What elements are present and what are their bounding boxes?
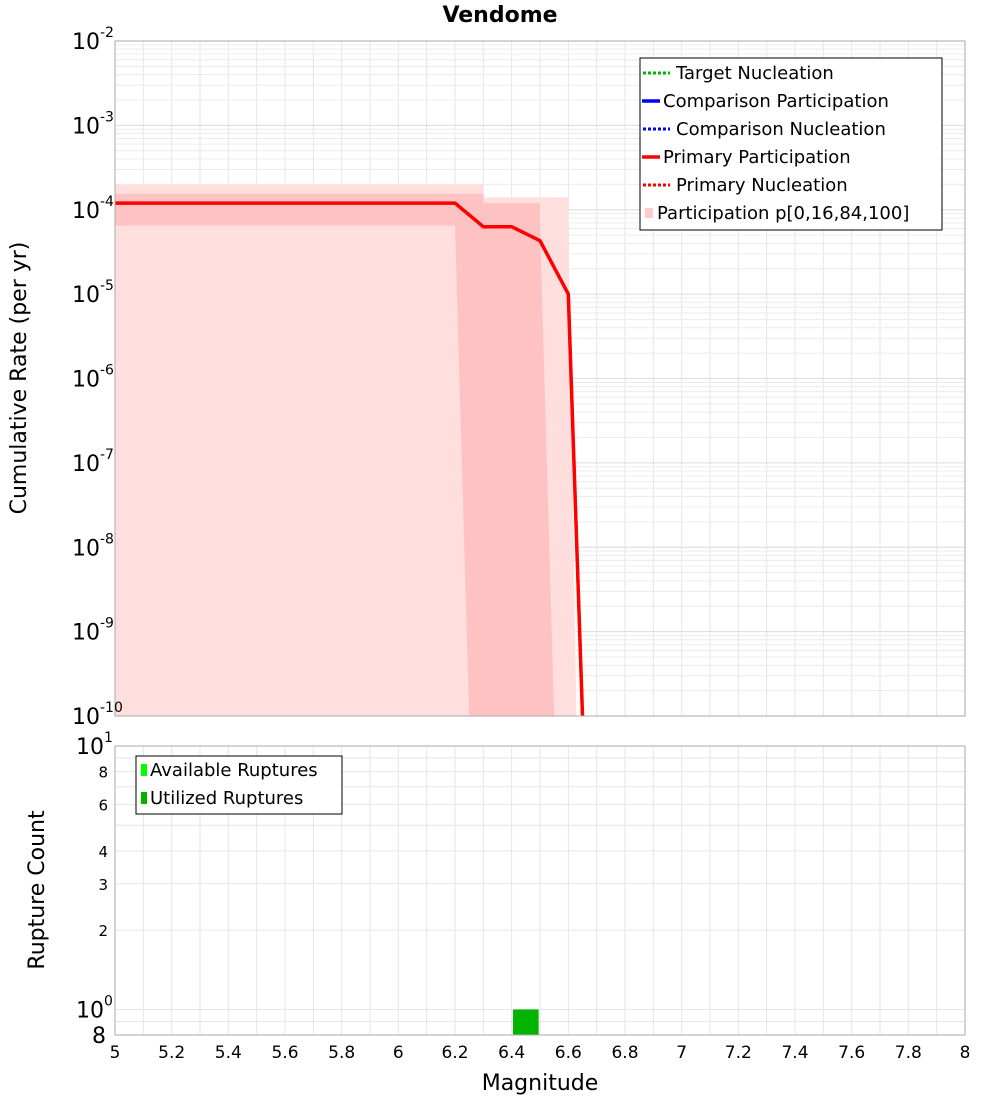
series-line-primary-nucleation xyxy=(115,201,584,717)
top-legend-item: Target Nucleation xyxy=(643,63,834,84)
top-y-tick-label: 10-4 xyxy=(72,194,114,224)
bottom-y-tick-labels: 100 101 8 2 3 4 6 8 xyxy=(76,730,113,1049)
legend-swatch xyxy=(141,764,147,776)
legend-label: Participation p[0,16,84,100] xyxy=(657,203,909,224)
x-tick-label: 6.4 xyxy=(498,1043,525,1063)
top-y-tick-label: 10-9 xyxy=(72,616,114,646)
legend-swatch xyxy=(645,208,653,218)
top-legend-box xyxy=(639,57,943,231)
top-y-tick-label: 10-6 xyxy=(72,363,114,393)
legend-label: Utilized Ruptures xyxy=(150,788,303,809)
top-y-tick-label: 10-3 xyxy=(72,109,114,139)
legend-label: Available Ruptures xyxy=(150,760,318,781)
bottom-y-minor-tick-label: 2 xyxy=(98,922,108,940)
x-tick-label: 8 xyxy=(960,1043,971,1063)
x-tick-label: 5.8 xyxy=(328,1043,355,1063)
bottom-y-minor-tick-label: 4 xyxy=(98,843,108,861)
top-y-axis-label: Cumulative Rate (per yr) xyxy=(7,242,32,515)
x-tick-label: 6 xyxy=(393,1043,404,1063)
top-legend-item: Primary Nucleation xyxy=(643,175,848,196)
bottom-y-minor-tick-label: 3 xyxy=(98,876,108,894)
legend-label: Comparison Nucleation xyxy=(676,119,886,140)
top-y-tick-labels: 10-10 10-9 10-8 10-7 10-6 10-5 10-4 10-3 10-2 xyxy=(72,25,123,730)
legend-label: Primary Participation xyxy=(663,147,851,168)
x-tick-label: 7.8 xyxy=(895,1043,922,1063)
bottom-plot-border xyxy=(114,745,966,1036)
bottom-y-tick-label: 100 xyxy=(76,993,113,1023)
x-tick-label: 6.8 xyxy=(611,1043,638,1063)
x-tick-label: 5.4 xyxy=(215,1043,242,1063)
bottom-y-tick-label: 101 xyxy=(76,730,113,760)
top-legend: Target Nucleation Comparison Participatio… xyxy=(639,57,943,231)
top-legend-item: Primary Participation xyxy=(642,147,851,168)
top-y-tick-label: 10-10 xyxy=(72,700,123,730)
x-tick-label: 6.6 xyxy=(555,1043,582,1063)
x-tick-label: 7.6 xyxy=(838,1043,865,1063)
x-tick-labels: 5 5.2 5.4 5.6 5.8 6 6.2 6.4 6.6 6.8 7 7.2 7.4 7.6 7.8 8 xyxy=(110,1043,971,1063)
bottom-y-minor-tick-label: 6 xyxy=(98,796,108,814)
bar-utilized-ruptures xyxy=(513,1009,539,1035)
bottom-legend-box xyxy=(135,755,343,815)
x-tick-label: 7.2 xyxy=(725,1043,752,1063)
participation-band-inner-lower xyxy=(455,225,555,716)
chart-title: Vendome xyxy=(442,3,557,28)
x-tick-label: 7.4 xyxy=(781,1043,808,1063)
legend-label: Primary Nucleation xyxy=(676,175,848,196)
top-legend-item: Comparison Nucleation xyxy=(643,119,886,140)
top-y-tick-label: 10-7 xyxy=(72,447,114,477)
x-tick-label: 7 xyxy=(676,1043,687,1063)
legend-label: Target Nucleation xyxy=(675,63,834,84)
bottom-y-axis-label: Rupture Count xyxy=(25,810,50,970)
bottom-legend: Available Ruptures Utilized Ruptures xyxy=(135,755,343,815)
top-series-lines xyxy=(115,201,585,717)
top-legend-item: Participation p[0,16,84,100] xyxy=(645,203,909,224)
x-tick-label: 5 xyxy=(110,1043,121,1063)
top-y-tick-label: 10-8 xyxy=(72,531,114,561)
x-tick-label: 5.6 xyxy=(271,1043,298,1063)
bottom-y-minor-tick-label: 8 xyxy=(98,764,108,782)
participation-bands xyxy=(115,184,577,717)
bottom-y-minor-tick-label: 8 xyxy=(92,1024,106,1049)
bottom-legend-item: Utilized Ruptures xyxy=(141,788,303,809)
legend-label: Comparison Participation xyxy=(663,91,889,112)
top-plot-border xyxy=(114,40,966,717)
x-axis-label: Magnitude xyxy=(482,1071,599,1096)
top-y-tick-label: 10-5 xyxy=(72,278,114,308)
bottom-legend-item: Available Ruptures xyxy=(141,760,318,781)
x-tick-label: 5.2 xyxy=(158,1043,185,1063)
top-y-tick-label: 10-2 xyxy=(72,25,114,55)
top-legend-item: Comparison Participation xyxy=(642,91,889,112)
legend-swatch xyxy=(141,792,147,804)
rupture-bars xyxy=(513,1009,539,1035)
x-tick-label: 6.2 xyxy=(441,1043,468,1063)
